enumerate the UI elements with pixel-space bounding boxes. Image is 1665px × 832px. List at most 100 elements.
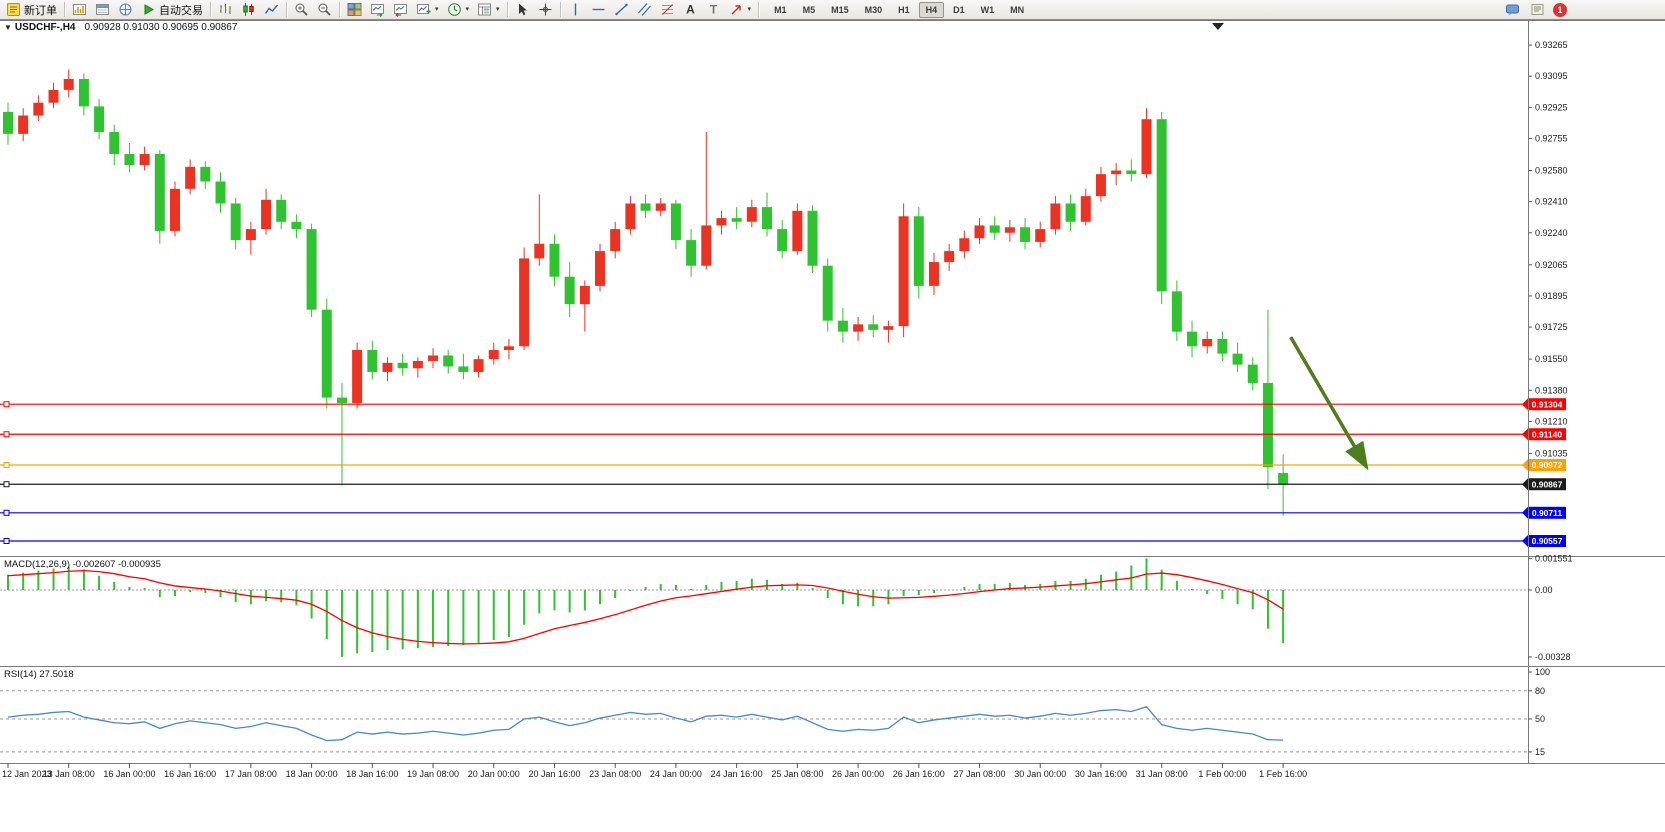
time-axis-label: 30 Jan 00:00 — [1014, 769, 1066, 779]
horizontal-lines-layer: 0.91304 0.91140 0.90972 0.90867 0.90711 0.905… — [0, 398, 1566, 548]
chart-shift-button[interactable] — [389, 1, 412, 19]
price-axis: 0.93265 0.93095 0.92925 0.92755 0.92580 0.924… — [1528, 40, 1568, 458]
bar-chart-mode-button[interactable] — [214, 1, 237, 19]
zoom-in-button[interactable] — [290, 1, 313, 19]
auto-scroll-button[interactable] — [366, 1, 389, 19]
notification-badge[interactable]: 1 — [1553, 2, 1567, 17]
timeframe-mn-button[interactable]: MN — [1003, 2, 1031, 18]
autotrade-button[interactable]: 自动交易 — [137, 1, 207, 19]
candle-body — [837, 320, 848, 332]
timeframe-m30-button[interactable]: M30 — [858, 2, 890, 18]
fibonacci-button[interactable] — [656, 1, 679, 19]
candle-body — [701, 225, 712, 266]
market-watch-button[interactable] — [68, 1, 91, 19]
rsi-axis-label: 100 — [1535, 667, 1550, 677]
candle-body — [610, 229, 621, 252]
timeframe-h4-button[interactable]: H4 — [918, 1, 945, 18]
navigator-button[interactable] — [114, 1, 137, 19]
candle-body — [139, 154, 150, 165]
line-chart-mode-button[interactable] — [260, 1, 283, 19]
zoom-out-icon — [317, 2, 332, 17]
candle-body — [670, 203, 681, 241]
candle-body — [1020, 227, 1031, 242]
candle-body — [1187, 331, 1198, 347]
toolbar-separator — [559, 2, 561, 17]
zoom-out-button[interactable] — [313, 1, 336, 19]
toolbar-separator — [210, 2, 211, 17]
candle-body — [974, 225, 985, 239]
price-axis-label: 0.91210 — [1535, 416, 1568, 426]
candle-body — [1171, 291, 1182, 332]
chart-shift-icon — [393, 2, 408, 17]
candle-body — [640, 203, 651, 211]
candle-body — [488, 349, 499, 360]
time-axis-label: 1 Feb 00:00 — [1198, 769, 1246, 779]
text-button[interactable]: A — [679, 1, 702, 19]
toolbar-separator — [506, 2, 508, 17]
price-axis-label: 0.93265 — [1535, 40, 1568, 50]
chart-shift-marker[interactable] — [1212, 23, 1224, 30]
data-window-button[interactable] — [91, 1, 114, 19]
trendline-button[interactable] — [610, 1, 633, 19]
chevron-down-icon: ▾ — [496, 6, 500, 13]
chart-ohlc-row: ▼ USDCHF-,H4 0.90928 0.91030 0.90695 0.9… — [4, 22, 237, 33]
candle-body — [94, 106, 105, 133]
candle-body — [595, 251, 606, 286]
candle-body — [33, 102, 44, 116]
zoom-in-icon — [294, 2, 309, 17]
equidistant-channel-button[interactable] — [633, 1, 656, 19]
trend-arrow-annotation[interactable] — [1289, 336, 1369, 471]
candle-body — [1050, 203, 1061, 230]
candle-body — [549, 243, 560, 277]
rsi-pane: 100 80 50 15 — [0, 667, 1550, 757]
label-icon: T — [706, 2, 721, 17]
candle-body — [261, 199, 272, 230]
candle-body — [367, 349, 378, 372]
price-axis-label: 0.92580 — [1535, 165, 1568, 175]
price-badge-label: 0.90557 — [1532, 536, 1563, 546]
candle-body — [746, 207, 757, 222]
timeframe-m15-button[interactable]: M15 — [824, 2, 856, 18]
one-click-trading-icon[interactable]: ▼ — [4, 23, 12, 32]
candle-body — [397, 362, 408, 369]
candlestick-mode-button[interactable] — [237, 1, 260, 19]
price-badge-arrow — [1522, 428, 1528, 441]
candle-body — [48, 89, 59, 103]
text-label-button[interactable]: T — [702, 1, 725, 19]
templates-button[interactable]: ▾ — [473, 1, 504, 19]
tile-windows-button[interactable] — [343, 1, 366, 19]
toolbar-separator — [286, 2, 287, 17]
chat-button[interactable] — [1501, 1, 1524, 19]
timeframe-d1-button[interactable]: D1 — [946, 2, 972, 18]
new-chart-button[interactable]: ▾ — [412, 1, 443, 19]
candle-body — [928, 262, 939, 286]
candle-body — [579, 285, 590, 305]
arrows-button[interactable]: ▾ — [725, 1, 756, 19]
vertical-line-button[interactable] — [564, 1, 587, 19]
cursor-icon — [515, 2, 530, 17]
news-button[interactable] — [1526, 1, 1549, 19]
timeframe-w1-button[interactable]: W1 — [974, 2, 1002, 18]
candle-body — [883, 326, 894, 330]
candle-body — [1262, 382, 1273, 468]
new-order-button[interactable]: 新订单 — [2, 1, 61, 19]
price-axis-label: 0.91725 — [1535, 322, 1568, 332]
macd-axis-label: 0.00 — [1535, 585, 1553, 595]
timeframe-m5-button[interactable]: M5 — [796, 2, 823, 18]
fibonacci-icon — [660, 2, 675, 17]
horizontal-line-button[interactable] — [587, 1, 610, 19]
rsi-line — [7, 706, 1284, 742]
cursor-button[interactable] — [511, 1, 534, 19]
timeframe-h1-button[interactable]: H1 — [891, 2, 917, 18]
macd-pane: 0.001551 0.00 -0.00328 — [0, 553, 1573, 662]
price-badge-arrow — [1522, 478, 1528, 491]
crosshair-button[interactable] — [534, 1, 557, 19]
text-icon: A — [683, 2, 698, 17]
time-axis-label: 24 Jan 16:00 — [711, 769, 763, 779]
periods-button[interactable]: ▾ — [443, 1, 474, 19]
autotrade-icon — [141, 2, 156, 17]
candle-body — [200, 166, 211, 182]
timeframe-m1-button[interactable]: M1 — [767, 2, 794, 18]
navigator-icon — [118, 2, 133, 17]
